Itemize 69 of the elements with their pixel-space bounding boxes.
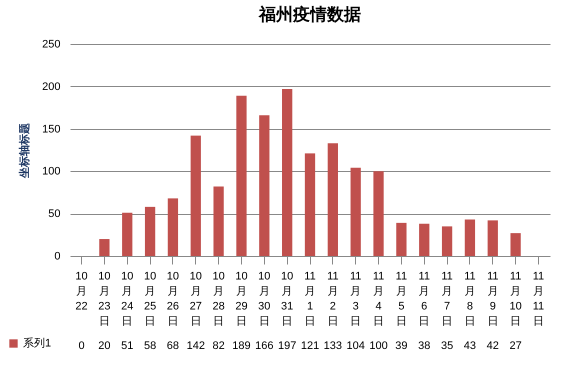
bar [122,212,132,256]
y-tick-label: 0 [54,250,60,262]
y-tick-label: 250 [42,38,60,50]
data-label: 42 [486,340,499,352]
bar [350,168,361,256]
x-tick-label: 10月27日 [190,270,202,328]
y-axis-title: 坐标轴标题 [18,123,32,179]
data-label: 27 [509,340,522,352]
bar [144,206,156,256]
data-label: 38 [418,340,430,352]
data-label: 0 [78,340,85,352]
data-label: 189 [232,340,251,352]
data-label: 68 [166,340,180,352]
bar [488,220,498,256]
x-tick-label: 10月26日 [166,270,180,328]
data-label: 35 [440,340,454,352]
bar [510,233,521,256]
data-label: 133 [324,340,342,352]
bar [168,198,178,256]
data-label: 166 [255,340,274,352]
bar [373,171,384,256]
x-tick-label: 11月1日 [304,270,316,328]
bar [396,222,407,256]
x-tick-label: 10月22 [75,270,88,312]
bar [304,153,316,256]
data-label: 51 [121,340,134,352]
bar [328,143,338,256]
bar [236,96,247,256]
chart-title: 福州疫情数据 [258,5,361,24]
data-label: 104 [346,340,365,352]
data-label: 142 [186,340,205,352]
y-tick-label: 50 [48,208,60,220]
legend-label: 系列1 [23,336,52,350]
bar [99,239,110,256]
y-tick-label: 100 [42,166,60,178]
y-tick-label: 200 [42,80,60,93]
x-tick-label: 10月23日 [98,270,111,328]
bar [282,88,292,256]
bar [464,220,476,256]
x-tick-label: 10月28日 [212,270,225,328]
x-tick-label: 11月9日 [487,270,498,328]
data-label: 39 [395,340,408,352]
x-tick-label: 10月24日 [121,270,134,328]
x-tick-label: 10月30日 [258,270,270,328]
x-tick-label: 10月25日 [144,270,156,328]
x-tick-label: 11月7日 [441,270,453,328]
data-label: 43 [464,340,476,352]
x-tick-label: 11月8日 [464,270,476,328]
x-tick-label: 11月6日 [418,270,430,328]
y-tick-label: 150 [42,123,60,136]
data-label: 82 [212,340,225,352]
bar [442,226,452,256]
data-label: 58 [144,340,156,352]
data-label: 100 [369,340,388,352]
bar [213,186,224,256]
data-label: 20 [98,340,111,352]
x-tick-label: 11月2日 [327,270,339,328]
bar [190,136,201,256]
data-label: 121 [300,340,320,352]
x-tick-label: 11月5日 [396,270,408,328]
x-tick-label: 11月10日 [509,270,522,328]
x-tick-label: 10月31日 [281,270,294,328]
x-tick-label: 11月4日 [372,270,384,328]
data-label: 197 [278,340,296,352]
bar [419,224,430,256]
x-tick-label: 10月29日 [235,270,248,328]
x-tick-label: 11月3日 [350,270,362,328]
bar [259,115,270,256]
x-tick-label: 11月11日 [532,270,544,328]
